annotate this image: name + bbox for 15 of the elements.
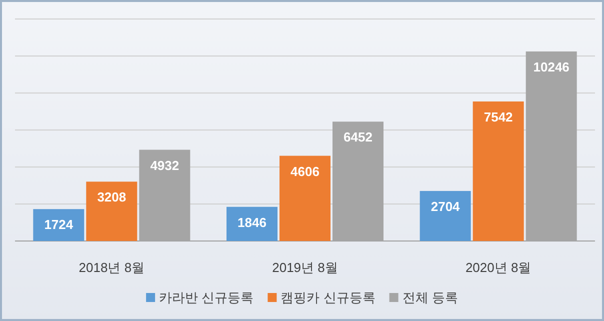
data-label: 4932 [150, 158, 180, 173]
data-label: 10246 [533, 59, 570, 74]
x-tick-label: 2020년 8월 [465, 260, 532, 275]
data-label: 4606 [290, 164, 320, 179]
data-label: 2704 [430, 198, 461, 214]
data-label: 6452 [344, 130, 372, 145]
legend-label: 캠핑카 신규등록 [280, 290, 376, 305]
x-tick-label: 2019년 8월 [272, 260, 338, 275]
legend-label: 카라반 신규등록 [159, 290, 254, 305]
data-label: 1724 [44, 217, 74, 232]
x-tick-label: 2018년 8월 [78, 260, 145, 275]
data-label: 7542 [484, 109, 513, 124]
data-label: 3208 [97, 190, 126, 205]
legend-label: 전체 등록 [402, 290, 458, 305]
data-label: 1846 [238, 214, 266, 230]
